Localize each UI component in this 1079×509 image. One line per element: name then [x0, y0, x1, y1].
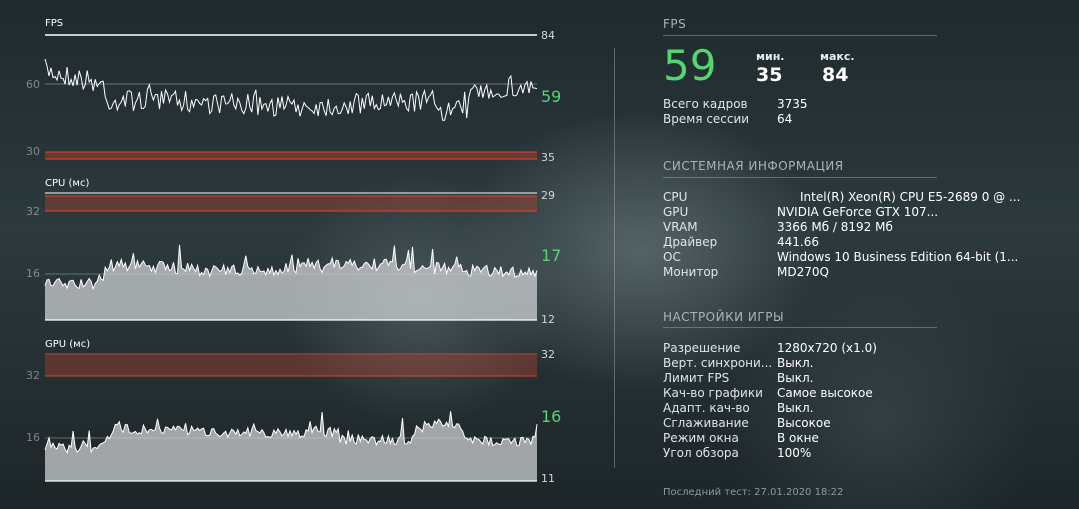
- cpu-threshold-band: [45, 196, 537, 211]
- fps-threshold-band: [45, 152, 537, 159]
- total-frames-value: 3735: [777, 97, 808, 111]
- fps-max-label: макс.: [820, 50, 855, 63]
- sysinfo-gpu-label: GPU: [663, 205, 689, 219]
- setting-fps-limit-value: Выкл.: [777, 371, 814, 385]
- vertical-divider: [614, 48, 615, 468]
- setting-graphics-quality-value: Самое высокое: [777, 386, 873, 400]
- fps-bottom-value: 35: [541, 151, 555, 164]
- gpu-series-line: [44, 411, 538, 454]
- fps-panel-current: 59: [663, 41, 717, 90]
- setting-graphics-quality-label: Кач-во графики: [663, 386, 763, 400]
- session-time-value: 64: [777, 112, 793, 126]
- setting-resolution-value: 1280x720 (x1.0): [777, 341, 877, 355]
- fps-graph: [44, 34, 538, 160]
- gpu-left-label-32: 32: [26, 369, 40, 382]
- fps-min-label: мин.: [756, 50, 785, 63]
- fps-top-value: 84: [541, 29, 555, 42]
- setting-vsync-value: Выкл.: [777, 356, 814, 370]
- fps-graph-title: FPS: [45, 18, 64, 29]
- setting-window-mode-label: Режим окна: [663, 431, 739, 445]
- fps-left-label-60: 60: [26, 78, 40, 91]
- cpu-graph-title: CPU (мс): [45, 178, 90, 189]
- fps-max-value: 84: [822, 64, 849, 86]
- system-info-divider: [663, 177, 937, 178]
- setting-window-mode-value: В окне: [777, 431, 819, 445]
- gpu-graph-title: GPU (мс): [45, 339, 91, 350]
- total-frames-label: Всего кадров: [663, 97, 748, 111]
- sysinfo-vram-label: VRAM: [663, 220, 698, 234]
- setting-antialiasing-value: Высокое: [777, 416, 831, 430]
- last-test-timestamp: Последний тест: 27.01.2020 18:22: [663, 487, 844, 498]
- cpu-current-value: 17: [541, 246, 562, 265]
- fps-left-label-30: 30: [26, 145, 40, 158]
- game-settings-divider: [663, 327, 937, 328]
- gpu-graph: [44, 353, 538, 482]
- cpu-left-label-32: 32: [26, 205, 40, 218]
- game-settings-title: НАСТРОЙКИ ИГРЫ: [663, 310, 785, 324]
- cpu-bottom-value: 12: [541, 313, 555, 326]
- setting-resolution-label: Разрешение: [663, 341, 741, 355]
- setting-fps-limit-label: Лимит FPS: [663, 371, 730, 385]
- sysinfo-gpu-value: NVIDIA GeForce GTX 107...: [777, 205, 939, 219]
- cpu-graph: [44, 192, 538, 321]
- fps-panel-title: FPS: [663, 17, 687, 31]
- cpu-series-line: [44, 244, 538, 291]
- cpu-left-label-16: 16: [26, 267, 40, 280]
- setting-antialiasing-label: Сглаживание: [663, 416, 749, 430]
- sysinfo-cpu-label: CPU: [663, 190, 688, 204]
- cpu-top-value: 29: [541, 189, 555, 202]
- setting-fov-label: Угол обзора: [663, 446, 739, 460]
- fps-current-value: 59: [541, 87, 562, 106]
- fps-series-line: [44, 58, 538, 121]
- setting-adaptive-quality-value: Выкл.: [777, 401, 814, 415]
- gpu-left-label-16: 16: [26, 431, 40, 444]
- sysinfo-driver-value: 441.66: [777, 235, 819, 249]
- gpu-top-value: 32: [541, 348, 555, 361]
- sysinfo-driver-label: Драйвер: [663, 235, 718, 249]
- session-time-label: Время сессии: [663, 112, 750, 126]
- sysinfo-vram-value: 3366 Мб / 8192 Мб: [777, 220, 893, 234]
- system-info-title: СИСТЕМНАЯ ИНФОРМАЦИЯ: [663, 159, 844, 173]
- sysinfo-monitor-label: Монитор: [663, 265, 719, 279]
- setting-adaptive-quality-label: Адапт. кач-во: [663, 401, 750, 415]
- setting-vsync-label: Верт. синхрони...: [663, 356, 773, 370]
- sysinfo-cpu-value: Intel(R) Xeon(R) CPU E5-2689 0 @ ...: [800, 190, 1021, 204]
- fps-min-value: 35: [756, 64, 783, 86]
- gpu-series-area: [45, 411, 537, 481]
- fps-panel-divider: [663, 35, 937, 36]
- cpu-series-area: [45, 244, 537, 320]
- sysinfo-monitor-value: MD270Q: [777, 265, 829, 279]
- gpu-bottom-value: 11: [541, 472, 555, 485]
- sysinfo-os-value: Windows 10 Business Edition 64-bit (1...: [777, 250, 1019, 264]
- gpu-threshold-band: [45, 355, 537, 376]
- gpu-current-value: 16: [541, 407, 562, 426]
- setting-fov-value: 100%: [777, 446, 812, 460]
- sysinfo-os-label: ОС: [663, 250, 681, 264]
